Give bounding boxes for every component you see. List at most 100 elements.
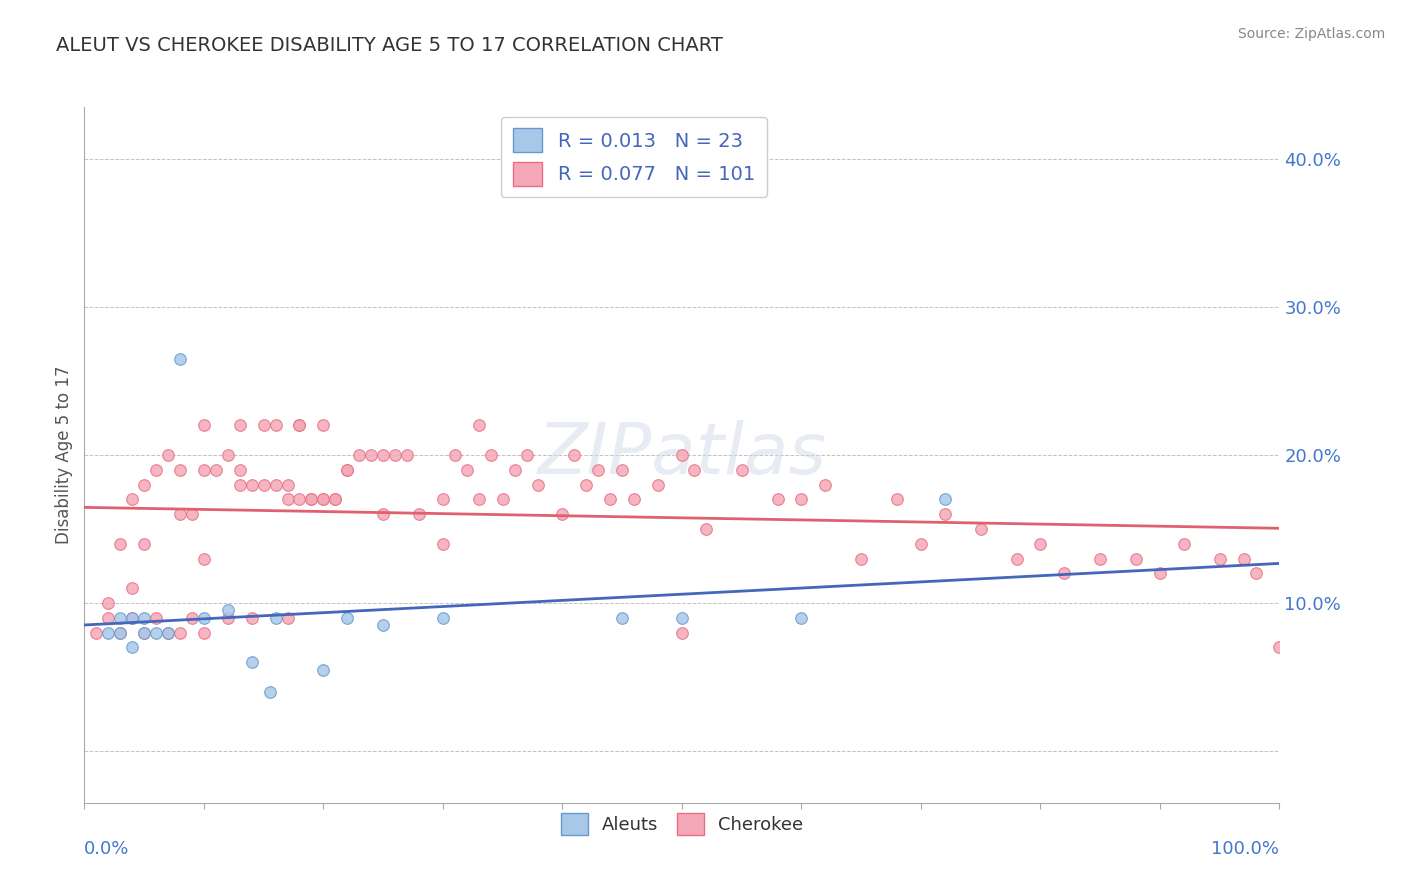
Point	[97, 596, 120, 610]
Point	[851, 551, 873, 566]
Point	[277, 477, 299, 491]
Point	[479, 448, 502, 462]
Point	[110, 537, 132, 551]
Point	[240, 611, 263, 625]
Point	[456, 463, 478, 477]
Point	[790, 492, 813, 507]
Point	[259, 685, 281, 699]
Point	[157, 448, 180, 462]
Point	[432, 492, 454, 507]
Point	[970, 522, 993, 536]
Point	[551, 507, 574, 521]
Point	[349, 448, 371, 462]
Point	[121, 640, 143, 655]
Point	[612, 611, 634, 625]
Point	[886, 492, 908, 507]
Point	[86, 625, 108, 640]
Point	[288, 418, 311, 433]
Point	[1268, 640, 1291, 655]
Point	[240, 655, 263, 669]
Point	[145, 463, 167, 477]
Point	[934, 507, 956, 521]
Point	[492, 492, 515, 507]
Point	[169, 351, 191, 366]
Point	[408, 507, 430, 521]
Point	[132, 611, 156, 625]
Point	[599, 492, 621, 507]
Point	[301, 492, 323, 507]
Point	[564, 448, 586, 462]
Point	[1090, 551, 1112, 566]
Point	[181, 611, 204, 625]
Point	[336, 463, 359, 477]
Point	[264, 477, 287, 491]
Point	[910, 537, 932, 551]
Point	[325, 492, 347, 507]
Point	[671, 611, 693, 625]
Point	[516, 448, 538, 462]
Point	[132, 625, 156, 640]
Point	[432, 611, 454, 625]
Text: 0.0%: 0.0%	[84, 839, 129, 858]
Point	[253, 477, 276, 491]
Point	[384, 448, 406, 462]
Point	[468, 418, 491, 433]
Point	[110, 611, 132, 625]
Point	[193, 611, 215, 625]
Point	[1209, 551, 1232, 566]
Text: ZIPatlas: ZIPatlas	[537, 420, 827, 490]
Point	[132, 477, 156, 491]
Point	[766, 492, 789, 507]
Point	[132, 625, 156, 640]
Point	[229, 477, 252, 491]
Point	[432, 537, 454, 551]
Point	[97, 625, 120, 640]
Point	[264, 418, 287, 433]
Point	[1053, 566, 1076, 581]
Point	[110, 625, 132, 640]
Point	[683, 463, 706, 477]
Point	[695, 522, 717, 536]
Point	[217, 611, 239, 625]
Point	[157, 625, 180, 640]
Point	[1005, 551, 1028, 566]
Point	[814, 477, 837, 491]
Y-axis label: Disability Age 5 to 17: Disability Age 5 to 17	[55, 366, 73, 544]
Point	[623, 492, 645, 507]
Point	[121, 581, 143, 595]
Point	[444, 448, 467, 462]
Point	[193, 551, 215, 566]
Point	[1233, 551, 1256, 566]
Point	[97, 611, 120, 625]
Point	[336, 463, 359, 477]
Point	[671, 625, 693, 640]
Point	[277, 492, 299, 507]
Text: Source: ZipAtlas.com: Source: ZipAtlas.com	[1237, 27, 1385, 41]
Point	[288, 418, 311, 433]
Point	[1125, 551, 1147, 566]
Point	[588, 463, 610, 477]
Point	[1029, 537, 1052, 551]
Point	[169, 625, 191, 640]
Point	[217, 603, 239, 617]
Point	[612, 463, 634, 477]
Point	[360, 448, 382, 462]
Point	[145, 611, 167, 625]
Point	[373, 618, 395, 632]
Point	[121, 492, 143, 507]
Point	[110, 625, 132, 640]
Point	[277, 611, 299, 625]
Point	[575, 477, 598, 491]
Point	[325, 492, 347, 507]
Point	[301, 492, 323, 507]
Text: ALEUT VS CHEROKEE DISABILITY AGE 5 TO 17 CORRELATION CHART: ALEUT VS CHEROKEE DISABILITY AGE 5 TO 17…	[56, 36, 723, 54]
Point	[264, 611, 287, 625]
Point	[193, 463, 215, 477]
Point	[132, 537, 156, 551]
Point	[288, 492, 311, 507]
Point	[312, 492, 335, 507]
Point	[731, 463, 754, 477]
Point	[312, 492, 335, 507]
Point	[193, 418, 215, 433]
Point	[229, 418, 252, 433]
